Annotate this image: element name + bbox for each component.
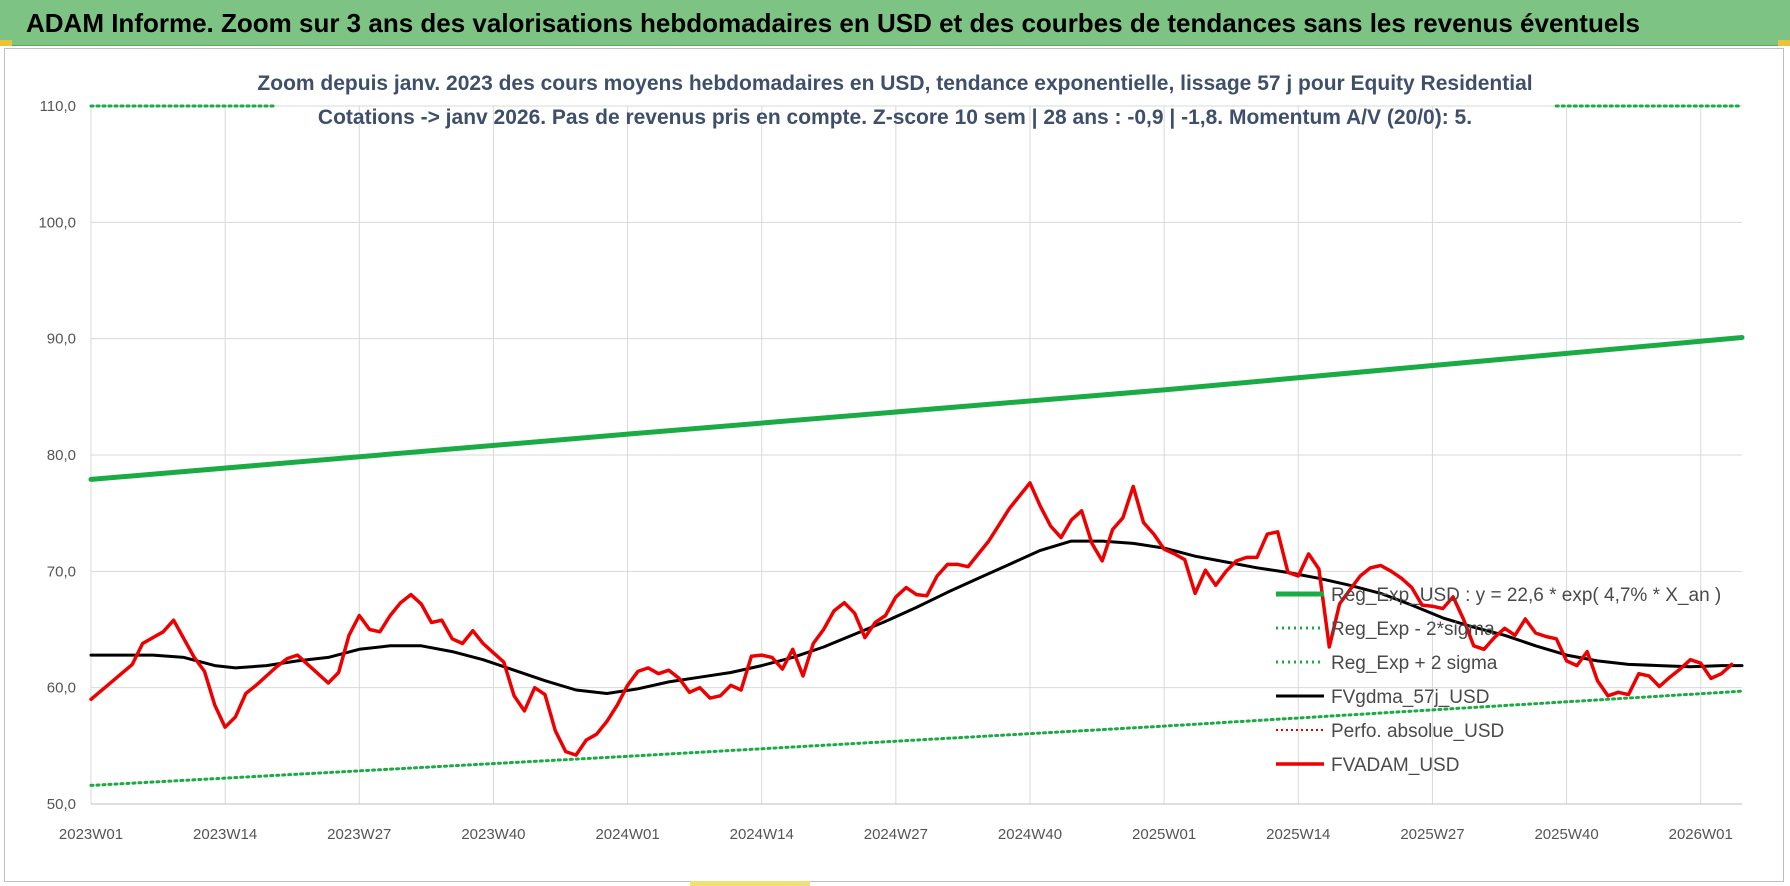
corner-mark-right bbox=[1778, 40, 1790, 46]
x-tick-label: 2025W40 bbox=[1534, 826, 1598, 843]
banner-title: ADAM Informe. Zoom sur 3 ans des valoris… bbox=[26, 8, 1640, 38]
x-tick-label: 2023W27 bbox=[327, 826, 391, 843]
grid-lines bbox=[90, 105, 1742, 805]
x-tick-label: 2024W01 bbox=[595, 826, 659, 843]
x-tick-label: 2023W01 bbox=[59, 826, 123, 843]
legend-label-fvgdma-57j-usd: FVgdma_57j_USD bbox=[1331, 687, 1489, 708]
y-tick-label: 50,0 bbox=[47, 796, 76, 813]
x-tick-label: 2025W14 bbox=[1266, 826, 1330, 843]
x-tick-label: 2023W14 bbox=[193, 826, 257, 843]
x-tick-label: 2026W01 bbox=[1669, 826, 1733, 843]
x-tick-label: 2024W40 bbox=[998, 826, 1062, 843]
legend-label-perfo-absolue-usd: Perfo. absolue_USD bbox=[1331, 721, 1504, 742]
y-tick-label: 70,0 bbox=[47, 563, 76, 580]
series-line-fvadam-usd bbox=[89, 481, 1734, 757]
corner-mark-left bbox=[0, 40, 12, 46]
chart-subtitle: Cotations -> janv 2026. Pas de revenus p… bbox=[317, 106, 1473, 129]
chart-legend: Reg_Exp_USD : y = 22,6 * exp( 4,7% * X_a… bbox=[1276, 585, 1721, 776]
legend-label-reg-exp-2-sigma: Reg_Exp + 2 sigma bbox=[1331, 653, 1498, 674]
y-tick-label: 90,0 bbox=[47, 331, 76, 348]
y-tick-label: 110,0 bbox=[40, 98, 76, 115]
y-tick-label: 80,0 bbox=[47, 447, 76, 464]
legend-label-fvadam-usd: FVADAM_USD bbox=[1331, 755, 1459, 776]
x-tick-label: 2024W27 bbox=[864, 826, 928, 843]
report-banner: ADAM Informe. Zoom sur 3 ans des valoris… bbox=[0, 0, 1790, 46]
y-tick-label: 60,0 bbox=[47, 680, 76, 697]
x-tick-label: 2025W01 bbox=[1132, 826, 1196, 843]
series-line-fvgdma-57j-usd bbox=[89, 539, 1744, 695]
x-tick-label: 2023W40 bbox=[461, 826, 525, 843]
x-tick-label: 2024W14 bbox=[730, 826, 794, 843]
chart-title: Zoom depuis janv. 2023 des cours moyens … bbox=[257, 72, 1533, 95]
y-tick-label: 100,0 bbox=[38, 214, 76, 231]
chart-frame bbox=[4, 48, 1784, 882]
legend-label-reg-exp-usd-y-22-6-exp-4-7-x-an: Reg_Exp_USD : y = 22,6 * exp( 4,7% * X_a… bbox=[1331, 585, 1721, 606]
x-tick-label: 2025W27 bbox=[1400, 826, 1464, 843]
series-line-reg-exp-2-sigma bbox=[89, 689, 1744, 787]
bottom-tab-mark bbox=[690, 881, 810, 886]
legend-label-reg-exp-2-sigma: Reg_Exp - 2*sigma bbox=[1331, 619, 1495, 640]
series-line-reg-exp-usd-y-22-6-exp-4-7-x-an bbox=[88, 335, 1745, 482]
